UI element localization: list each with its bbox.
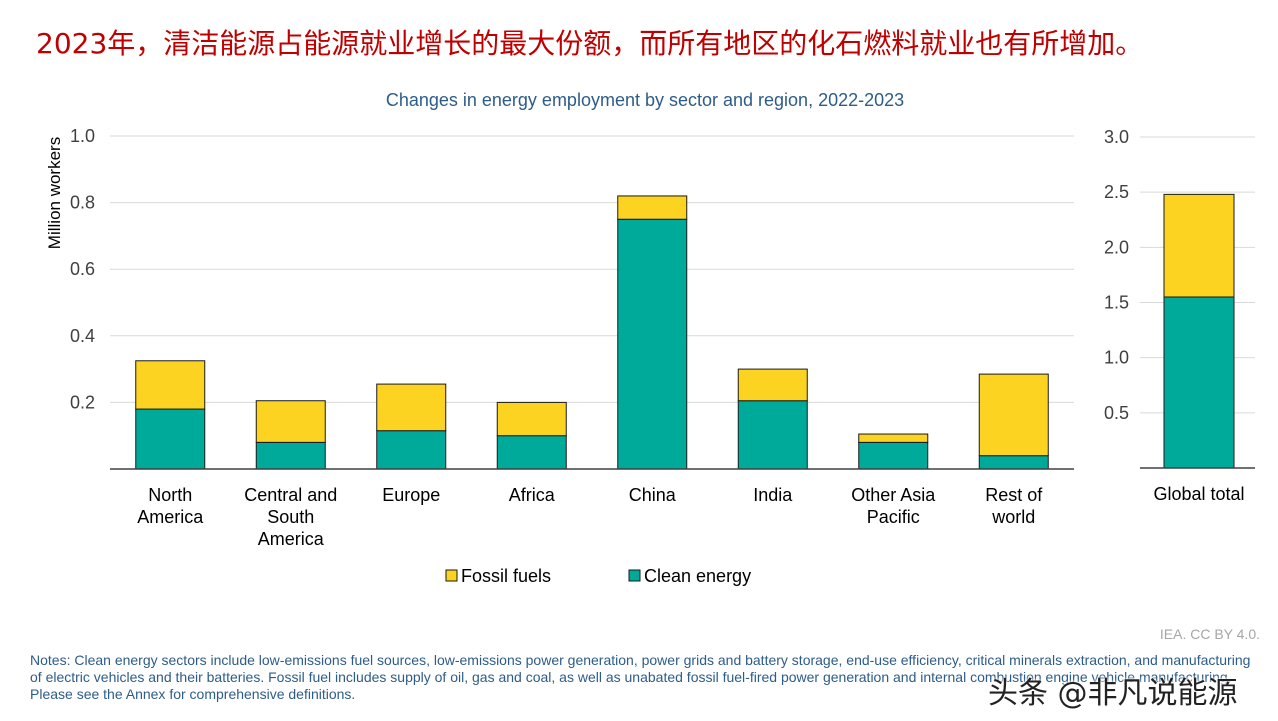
bar-clean-energy bbox=[978, 455, 1049, 470]
bar-clean-energy bbox=[376, 430, 447, 470]
bar-fossil-fuels bbox=[496, 401, 567, 437]
bar-fossil-fuels bbox=[135, 360, 206, 410]
x-category-label: world bbox=[991, 507, 1035, 527]
x-category-label: Central and bbox=[244, 485, 337, 505]
bar-clean-energy bbox=[617, 218, 688, 470]
y-tick-label: 2.5 bbox=[1104, 182, 1129, 202]
bar-clean-energy bbox=[255, 441, 326, 470]
y-tick-label: 0.6 bbox=[70, 259, 95, 279]
x-category-label: North bbox=[148, 485, 192, 505]
headline: 2023年，清洁能源占能源就业增长的最大份额，而所有地区的化石燃料就业也有所增加… bbox=[36, 27, 1144, 60]
y-tick-label: 3.0 bbox=[1104, 127, 1129, 147]
bar-fossil-fuels bbox=[1163, 193, 1235, 298]
y-tick-label: 0.2 bbox=[70, 392, 95, 412]
bar-clean-energy bbox=[135, 408, 206, 470]
y-tick-label: 1.0 bbox=[1104, 348, 1129, 368]
bar-clean-energy bbox=[496, 435, 567, 470]
x-category-label: India bbox=[753, 485, 793, 505]
x-category-label: South bbox=[267, 507, 314, 527]
x-category-label: China bbox=[629, 485, 677, 505]
legend-label: Clean energy bbox=[644, 566, 751, 586]
x-category-label: Pacific bbox=[867, 507, 920, 527]
x-category-label: Other Asia bbox=[851, 485, 936, 505]
bar-fossil-fuels bbox=[858, 433, 929, 443]
legend-swatch bbox=[445, 569, 458, 582]
x-category-label: America bbox=[258, 529, 325, 549]
x-category-label: Africa bbox=[509, 485, 556, 505]
bar-fossil-fuels bbox=[978, 373, 1049, 457]
y-tick-label: 1.0 bbox=[70, 126, 95, 146]
bar-fossil-fuels bbox=[376, 383, 447, 432]
bar-fossil-fuels bbox=[737, 368, 808, 402]
x-category-label: Rest of bbox=[985, 485, 1043, 505]
y-tick-label: 0.4 bbox=[70, 326, 95, 346]
y-tick-label: 2.0 bbox=[1104, 237, 1129, 257]
watermark: 头条 @非凡说能源 bbox=[988, 676, 1238, 711]
x-category-label: Europe bbox=[382, 485, 440, 505]
x-category-label: Global total bbox=[1153, 484, 1244, 504]
bar-clean-energy bbox=[1163, 296, 1235, 469]
y-tick-label: 0.8 bbox=[70, 193, 95, 213]
notes-text: Notes: Clean energy sectors include low-… bbox=[30, 652, 1251, 702]
y-tick-label: 0.5 bbox=[1104, 403, 1129, 423]
x-category-label: America bbox=[137, 507, 204, 527]
legend-swatch bbox=[628, 569, 641, 582]
credit-text: IEA. CC BY 4.0. bbox=[1159, 626, 1260, 642]
chart-title: Changes in energy employment by sector a… bbox=[385, 90, 905, 110]
bar-clean-energy bbox=[858, 441, 929, 470]
bar-fossil-fuels bbox=[255, 400, 326, 443]
y-axis-label: Million workers bbox=[45, 137, 64, 249]
y-tick-label: 1.5 bbox=[1104, 293, 1129, 313]
bar-fossil-fuels bbox=[617, 195, 688, 220]
bar-clean-energy bbox=[737, 400, 808, 470]
legend-label: Fossil fuels bbox=[461, 566, 551, 586]
